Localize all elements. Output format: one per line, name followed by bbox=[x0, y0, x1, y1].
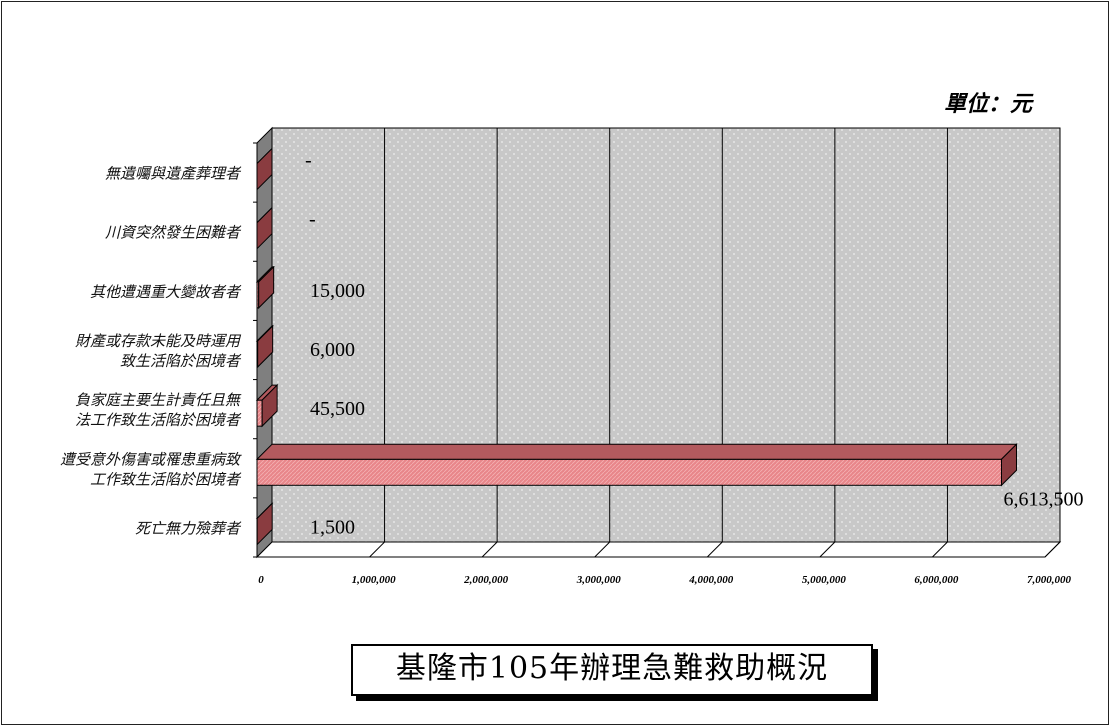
category-label: 法工作致生活陷於困境者 bbox=[75, 411, 242, 429]
bar-end bbox=[256, 206, 273, 250]
plot-walls bbox=[255, 126, 1062, 559]
category-labels: 無遺囑與遺產葬理者川資突然發生困難者其他遭遇重大變故者者財產或存款未能及時運用致… bbox=[60, 165, 242, 538]
bar bbox=[255, 443, 1018, 487]
category-label: 其他遭遇重大變故者者 bbox=[90, 283, 242, 301]
bar bbox=[255, 265, 275, 310]
bar bbox=[256, 206, 273, 250]
bar-front bbox=[256, 399, 263, 427]
value-label: 45,500 bbox=[310, 398, 365, 420]
bar bbox=[255, 324, 274, 369]
category-label: 財產或存款未能及時運用 bbox=[75, 332, 242, 350]
gridline-floor bbox=[932, 541, 948, 558]
value-label: 15,000 bbox=[310, 280, 365, 302]
x-tick-label: 5,000,000 bbox=[802, 574, 847, 586]
category-label: 工作致生活陷於困境者 bbox=[90, 470, 242, 488]
bar-end bbox=[258, 265, 275, 310]
x-tick-label: 0 bbox=[258, 574, 264, 586]
gridline-floor bbox=[1044, 541, 1061, 558]
category-label: 負家庭主要生計責任且無 bbox=[75, 391, 242, 409]
chart-title: 基隆市105年辦理急難救助概況 bbox=[351, 644, 873, 696]
category-label: 無遺囑與遺產葬理者 bbox=[105, 165, 242, 183]
bar-end bbox=[1000, 443, 1017, 487]
category-label: 遭受意外傷害或罹患重病致 bbox=[60, 450, 242, 468]
gridline-floor bbox=[706, 541, 723, 558]
x-tick-label: 6,000,000 bbox=[914, 574, 959, 586]
bar-front bbox=[256, 458, 1002, 486]
value-label: - bbox=[305, 150, 312, 172]
bar-end bbox=[257, 324, 274, 369]
unit-label: 單位：元 bbox=[944, 91, 1033, 117]
category-label: 川資突然發生困難者 bbox=[105, 224, 242, 242]
x-tick-labels: 0 1,000,000 2,000,000 3,000,000 4,000,000 5,0… bbox=[258, 574, 1071, 586]
value-labels: - - 15,000 6,000 45,500 6,613,500 1,500 bbox=[305, 150, 1083, 539]
bar bbox=[255, 502, 274, 546]
bar-end bbox=[261, 383, 278, 428]
bar-top bbox=[255, 443, 1018, 460]
bar-end bbox=[256, 147, 273, 191]
gridline-floor bbox=[594, 541, 611, 558]
bar bbox=[255, 383, 279, 428]
gridline-floor bbox=[369, 541, 385, 558]
category-label: 致生活陷於困境者 bbox=[120, 352, 242, 370]
x-tick-label: 2,000,000 bbox=[463, 574, 509, 586]
gridline-floor bbox=[481, 541, 498, 558]
value-label: - bbox=[309, 209, 316, 231]
bar-end bbox=[256, 502, 273, 546]
x-tick-label: 7,000,000 bbox=[1027, 574, 1072, 586]
value-label: 1,500 bbox=[310, 516, 355, 538]
x-tick-label: 1,000,000 bbox=[352, 574, 397, 586]
bar bbox=[256, 147, 273, 191]
value-label: 6,613,500 bbox=[1003, 488, 1083, 510]
gridline-floor bbox=[819, 541, 836, 558]
category-label: 死亡無力殮葬者 bbox=[135, 519, 242, 537]
x-tick-label: 4,000,000 bbox=[688, 574, 734, 586]
value-label: 6,000 bbox=[310, 339, 355, 361]
bars bbox=[255, 147, 1018, 546]
x-tick-label: 3,000,000 bbox=[576, 574, 622, 586]
